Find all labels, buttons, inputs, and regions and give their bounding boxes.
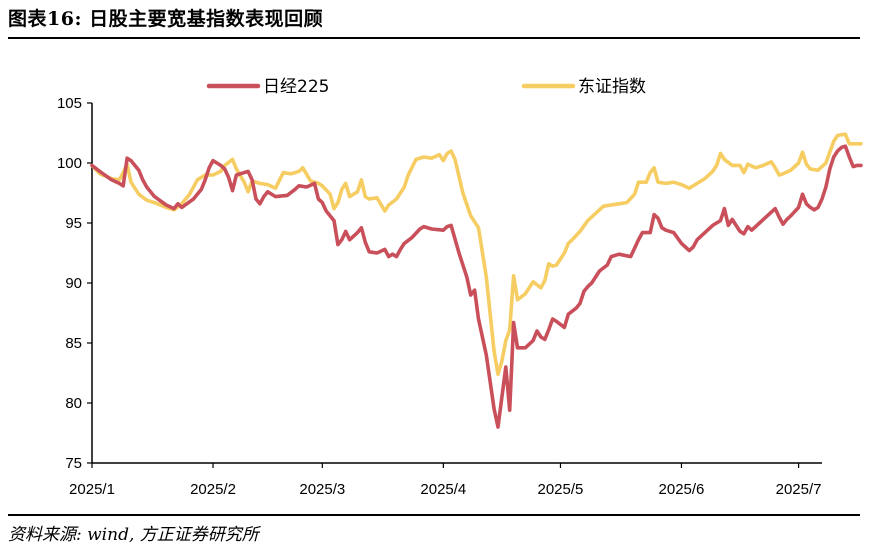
x-tick-label-1: 2025/2 — [190, 481, 236, 498]
y-tick-label-95: 95 — [65, 215, 82, 232]
x-tick-label-0: 2025/1 — [69, 481, 115, 498]
x-tick-label-3: 2025/4 — [420, 481, 466, 498]
y-tick-label-90: 90 — [65, 275, 82, 292]
plot-area — [90, 132, 863, 429]
y-tick-label-100: 100 — [57, 155, 82, 172]
series-line-0 — [90, 144, 863, 429]
y-tick-label-105: 105 — [57, 95, 82, 112]
series-line-1 — [90, 132, 863, 377]
legend-label-topix: 东证指数 — [578, 77, 646, 97]
x-tick-label-6: 2025/7 — [776, 481, 822, 498]
legend-label-nikkei: 日经225 — [263, 77, 329, 97]
y-tick-label-75: 75 — [65, 455, 82, 472]
source-note: 资料来源: wind, 方正证券研究所 — [8, 525, 259, 545]
footer-divider — [8, 514, 860, 516]
line-chart: 日经225 东证指数 75 80 85 90 95 100 105 2025/1 2025/2… — [57, 77, 863, 498]
title-divider — [8, 37, 860, 39]
x-tick-label-2: 2025/3 — [299, 481, 345, 498]
y-axis: 75 80 85 90 95 100 105 — [57, 95, 93, 472]
x-tick-label-4: 2025/5 — [538, 481, 584, 498]
y-tick-label-85: 85 — [65, 335, 82, 352]
page-title: 图表16: 日股主要宽基指数表现回顾 — [8, 8, 324, 30]
x-tick-label-5: 2025/6 — [659, 481, 705, 498]
y-tick-label-80: 80 — [65, 395, 82, 412]
legend: 日经225 东证指数 — [206, 77, 646, 97]
x-axis: 2025/1 2025/2 2025/3 2025/4 2025/5 2025/6 2025… — [69, 462, 822, 498]
